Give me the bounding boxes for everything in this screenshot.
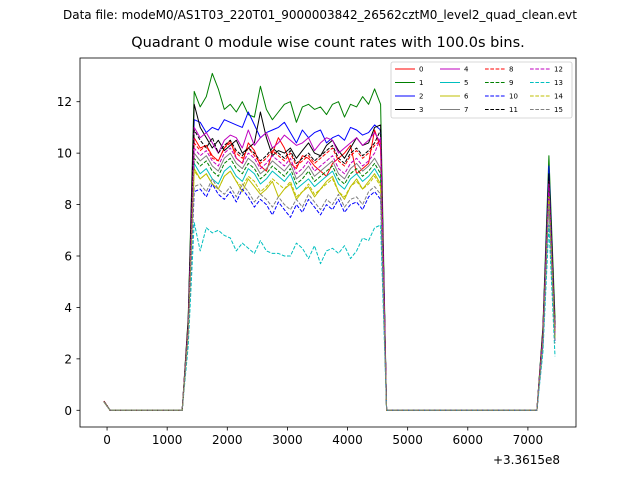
x-offset-label: +3.3615e8 bbox=[492, 453, 560, 467]
plot-frame bbox=[79, 57, 577, 428]
chart-title: Quadrant 0 module wise count rates with … bbox=[131, 35, 525, 51]
legend-label-14: 14 bbox=[554, 93, 563, 101]
legend-label-2: 2 bbox=[419, 93, 423, 101]
legend-label-12: 12 bbox=[554, 66, 563, 74]
legend-label-11: 11 bbox=[509, 106, 518, 114]
legend-label-5: 5 bbox=[464, 79, 468, 87]
y-tick-label: 8 bbox=[64, 198, 72, 212]
series-line-3 bbox=[103, 103, 556, 411]
x-tick-label: 2000 bbox=[212, 433, 243, 447]
legend-label-6: 6 bbox=[464, 93, 469, 101]
x-tick-label: 5000 bbox=[392, 433, 423, 447]
x-tick-label: 1000 bbox=[152, 433, 183, 447]
series-line-5 bbox=[103, 162, 556, 411]
series-line-0 bbox=[103, 129, 556, 411]
series-line-2 bbox=[103, 111, 556, 411]
series-line-10 bbox=[103, 183, 556, 411]
y-tick-label: 4 bbox=[64, 301, 72, 315]
series-line-13 bbox=[103, 222, 556, 411]
y-tick-label: 12 bbox=[57, 95, 72, 109]
legend-label-10: 10 bbox=[509, 93, 518, 101]
x-tick-label: 6000 bbox=[453, 433, 484, 447]
x-tick-label: 7000 bbox=[513, 433, 544, 447]
legend-label-7: 7 bbox=[464, 106, 468, 114]
series-line-11 bbox=[103, 129, 556, 411]
legend-label-3: 3 bbox=[419, 106, 423, 114]
legend-label-4: 4 bbox=[464, 66, 469, 74]
series-line-6 bbox=[103, 168, 556, 411]
y-tick-label: 6 bbox=[64, 250, 72, 264]
y-tick-label: 0 bbox=[64, 404, 72, 418]
x-tick-label: 0 bbox=[103, 433, 111, 447]
x-tick-label: 3000 bbox=[272, 433, 303, 447]
legend-box bbox=[390, 61, 573, 119]
y-tick-label: 2 bbox=[64, 352, 72, 366]
x-tick-label: 4000 bbox=[332, 433, 363, 447]
legend-label-15: 15 bbox=[554, 106, 563, 114]
legend-label-1: 1 bbox=[419, 79, 423, 87]
series-line-7 bbox=[103, 152, 556, 411]
y-tick-label: 10 bbox=[57, 147, 72, 161]
suptitle: Data file: modeM0/AS1T03_220T01_90000038… bbox=[63, 8, 577, 22]
series-line-15 bbox=[103, 178, 556, 411]
legend-label-0: 0 bbox=[419, 66, 423, 74]
series-line-9 bbox=[103, 157, 556, 411]
legend-label-9: 9 bbox=[509, 79, 513, 87]
legend-label-13: 13 bbox=[554, 79, 563, 87]
legend-label-8: 8 bbox=[509, 66, 513, 74]
series-lines bbox=[103, 72, 556, 411]
series-line-1 bbox=[103, 72, 556, 411]
